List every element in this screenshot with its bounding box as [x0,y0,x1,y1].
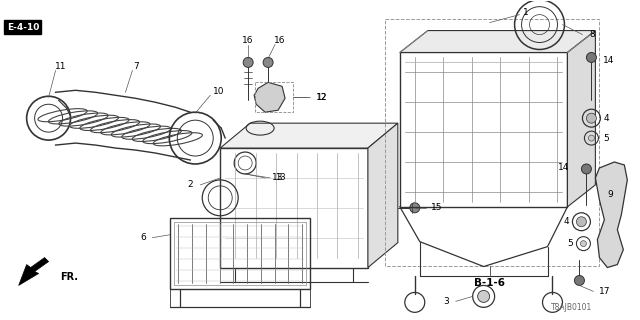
Bar [220,148,368,268]
Bar [174,222,306,285]
Text: 9: 9 [607,190,613,199]
Polygon shape [254,82,285,112]
Circle shape [577,217,586,227]
Text: 5: 5 [568,239,573,248]
Text: 1: 1 [523,8,529,17]
Text: 16: 16 [275,36,286,45]
Text: 7: 7 [134,62,140,71]
Circle shape [580,241,586,247]
Circle shape [410,203,420,213]
Text: 17: 17 [600,287,611,296]
Bar [255,82,293,112]
Text: 6: 6 [141,233,147,242]
Text: 16: 16 [243,36,254,45]
Circle shape [581,164,591,174]
Polygon shape [400,31,595,52]
Text: 11: 11 [55,62,67,71]
Circle shape [588,135,595,141]
Text: FR.: FR. [61,273,79,283]
Text: 4: 4 [564,217,570,226]
Circle shape [243,58,253,68]
Text: 5: 5 [604,133,609,143]
Text: 2: 2 [188,180,193,189]
Text: 15: 15 [431,203,442,212]
Circle shape [575,276,584,285]
Text: 12: 12 [316,93,328,102]
Circle shape [263,58,273,68]
Circle shape [586,113,596,123]
Bar [170,218,310,289]
Text: 4: 4 [604,114,609,123]
Polygon shape [368,123,398,268]
Text: 13: 13 [275,173,285,182]
Text: T8AJB0101: T8AJB0101 [551,303,592,312]
Text: 8: 8 [589,30,595,39]
Polygon shape [19,258,49,285]
Polygon shape [568,31,595,207]
Text: 14: 14 [558,164,570,172]
Circle shape [477,291,490,302]
Text: 10: 10 [212,87,224,96]
Bar [385,19,600,266]
Text: B-1-6: B-1-6 [474,278,505,288]
Text: 3: 3 [443,297,449,306]
Bar [400,52,568,207]
Text: 13: 13 [272,173,284,182]
Text: 14: 14 [604,56,615,65]
Text: 12: 12 [316,93,326,102]
Circle shape [586,52,596,62]
Polygon shape [595,162,627,268]
Text: E-4-10: E-4-10 [6,23,39,32]
Polygon shape [220,123,398,148]
